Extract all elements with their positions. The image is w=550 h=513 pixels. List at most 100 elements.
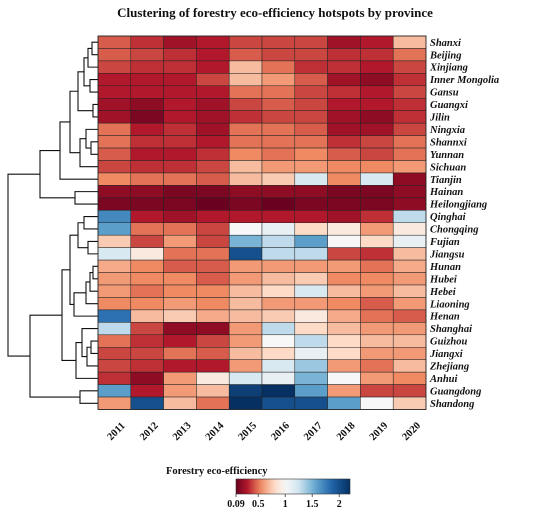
heatmap-cell: [97, 147, 132, 161]
column-label: 2015: [237, 420, 260, 443]
heatmap-cell: [196, 347, 230, 360]
dendrogram-link: [81, 328, 98, 358]
heatmap-cell: [360, 247, 394, 261]
heatmap-cell: [130, 322, 164, 336]
heatmap-cell: [228, 110, 263, 124]
heatmap-cell: [228, 334, 263, 348]
row-label: Hunan: [429, 262, 461, 273]
heatmap-cell: [163, 160, 197, 174]
heatmap-cell: [392, 197, 427, 211]
heatmap-cell: [360, 147, 394, 161]
heatmap-cell: [196, 185, 230, 199]
heatmap-cell: [228, 60, 263, 74]
heatmap-cell: [327, 234, 361, 248]
heatmap-cell: [163, 48, 197, 62]
heatmap-cell: [360, 297, 394, 311]
heatmap-cell: [130, 122, 164, 136]
heatmap-cell: [261, 85, 296, 99]
heatmap-cell: [163, 98, 197, 111]
heatmap-cell: [97, 185, 132, 199]
colorbar-title: Forestry eco-efficiency: [166, 466, 268, 477]
heatmap-cell: [360, 35, 394, 49]
heatmap-cell: [196, 396, 230, 410]
heatmap-cell: [261, 322, 296, 336]
heatmap-cell: [360, 234, 394, 248]
row-label: Beijing: [429, 50, 462, 61]
heatmap-cell: [130, 334, 164, 348]
heatmap-cell: [97, 359, 132, 373]
heatmap-cell: [130, 371, 164, 385]
colorbar-ticks: 0.09 0.5 1 1.5 2: [227, 494, 342, 510]
heatmap-cell: [327, 384, 361, 398]
heatmap-cell: [294, 359, 328, 373]
heatmap-cell: [163, 210, 197, 224]
heatmap-cell: [163, 247, 197, 261]
heatmap-cell: [163, 185, 197, 199]
chart-title: Clustering of forestry eco-efficiency ho…: [117, 5, 433, 20]
heatmap-cell: [261, 172, 296, 186]
heatmap-cell: [261, 371, 296, 385]
heatmap-cell: [261, 234, 296, 248]
row-label: Guangdong: [430, 386, 481, 397]
heatmap-cell: [392, 172, 427, 186]
heatmap-cell: [294, 48, 328, 62]
heatmap-cell: [294, 110, 328, 124]
heatmap-cell: [228, 359, 263, 373]
colorbar-legend: Forestry eco-efficiency 0.09 0.5 1 1.5 2: [166, 466, 351, 510]
heatmap-cell: [261, 110, 296, 124]
heatmap-cell: [130, 284, 164, 298]
heatmap-cell: [294, 160, 328, 174]
heatmap-cell: [228, 247, 263, 261]
heatmap-cell: [228, 185, 263, 199]
heatmap-cell: [392, 384, 427, 398]
heatmap-cell: [130, 396, 164, 410]
row-label: Liaoning: [429, 299, 470, 310]
heatmap-cell: [163, 122, 197, 136]
heatmap-cell: [392, 73, 427, 87]
heatmap-cell: [294, 197, 328, 211]
heatmap-cell: [294, 172, 328, 186]
heatmap-cell: [163, 234, 197, 248]
heatmap-cell: [130, 147, 164, 161]
heatmap-cell: [261, 259, 296, 273]
heatmap-cell: [130, 160, 164, 174]
heatmap-cell: [360, 122, 394, 136]
heatmap-cell: [294, 35, 328, 49]
heatmap-cell: [392, 85, 427, 99]
heatmap-cell: [163, 172, 197, 186]
heatmap-cell: [392, 147, 427, 161]
heatmap-cell: [261, 35, 296, 49]
heatmap-cell: [392, 110, 427, 124]
heatmap-cell: [228, 297, 263, 311]
heatmap-cell: [392, 122, 427, 136]
heatmap-cell: [327, 197, 361, 211]
heatmap-cell: [360, 334, 394, 348]
dendrogram-link: [83, 57, 90, 87]
heatmap-cell: [294, 334, 328, 348]
heatmap-cell: [228, 384, 263, 398]
dendrogram-link: [39, 150, 75, 199]
heatmap-cell: [163, 334, 197, 348]
heatmap-cell: [130, 234, 164, 248]
heatmap-cell: [228, 371, 263, 385]
colorbar-tick-label: 2: [337, 499, 342, 510]
heatmap-cell: [97, 384, 132, 398]
heatmap-cell: [97, 396, 132, 410]
heatmap-cell: [163, 85, 197, 99]
heatmap-cell: [327, 98, 361, 111]
colorbar-tick-label: 1: [283, 499, 288, 510]
heatmap-cell: [294, 185, 328, 199]
heatmap-cell: [97, 309, 132, 323]
heatmap-cell: [360, 396, 394, 410]
heatmap-cell: [163, 110, 197, 124]
heatmap-cell: [261, 359, 296, 373]
heatmap-cell: [261, 297, 296, 311]
heatmap-cell: [97, 297, 132, 311]
heatmap-cell: [97, 135, 132, 149]
heatmap-cell: [196, 259, 230, 273]
row-label: Chongqing: [430, 225, 478, 236]
dendrogram-link: [92, 265, 98, 280]
heatmap-cell: [392, 359, 427, 373]
row-dendrogram: [7, 41, 98, 404]
